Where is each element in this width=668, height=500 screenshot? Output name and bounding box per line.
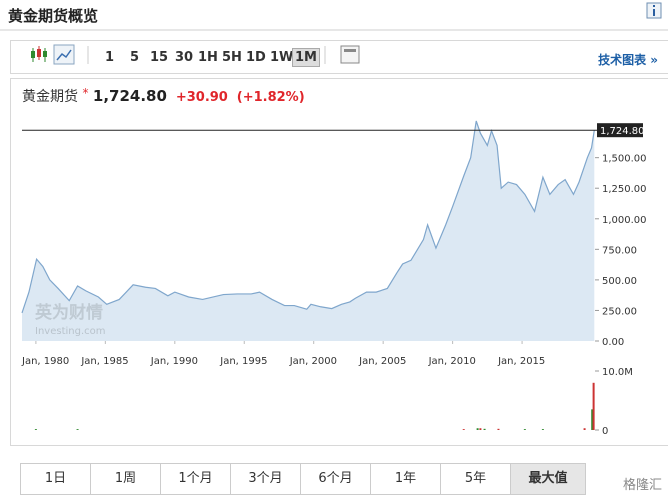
x-tick-label: Jan, 2000: [289, 356, 337, 367]
y-tick-label: 500.00: [602, 276, 637, 287]
y-tick-label: 750.00: [602, 245, 637, 256]
info-icon[interactable]: [646, 2, 662, 19]
volume-bar: [462, 429, 465, 430]
volume-tick-label: 0: [602, 426, 608, 437]
interval[interactable]: 1M: [292, 48, 320, 67]
x-tick-label: Jan, 1995: [219, 356, 267, 367]
x-tick-label: Jan, 2015: [497, 356, 545, 367]
range-button[interactable]: 1年: [371, 464, 441, 494]
interval[interactable]: 1: [105, 50, 115, 65]
range-button[interactable]: 6个月: [301, 464, 371, 494]
instrument: 黄金期货: [22, 89, 78, 105]
x-tick-label: Jan, 2005: [358, 356, 406, 367]
interval[interactable]: 15: [150, 50, 169, 65]
volume-bar: [541, 429, 544, 430]
y-tick-label: 0.00: [602, 337, 624, 348]
interval[interactable]: 1D: [246, 50, 266, 65]
volume-bar: [592, 382, 595, 430]
toolbar: 1 5 15 30 1H 5H 1D 1W 1M 技术图表 »: [10, 40, 668, 74]
page-title: 黄金期货概览: [8, 7, 99, 25]
volume-bar: [34, 429, 37, 430]
x-tick-label: Jan, 2010: [428, 356, 476, 367]
y-tick-label: 250.00: [602, 306, 637, 317]
volume-bar: [76, 429, 79, 430]
range-button[interactable]: 5年: [441, 464, 511, 494]
delay-mark: *: [82, 86, 89, 100]
y-tick-label: 1,250.00: [602, 184, 647, 195]
source-watermark: 格隆汇: [622, 478, 662, 493]
interval[interactable]: 1W: [270, 50, 294, 65]
change: +30.90: [175, 90, 228, 105]
tech-chart-link[interactable]: 技术图表 »: [598, 53, 658, 67]
volume-bar: [523, 429, 526, 430]
range-button[interactable]: 1日: [21, 464, 91, 494]
change-percent: (+1.82%): [236, 90, 305, 105]
quote: 黄金期货 * 1,724.80 +30.90 (+1.82%): [22, 86, 305, 106]
volume-bar: [483, 428, 486, 430]
y-tick-label: 1,500.00: [602, 154, 647, 165]
y-tick-label: 1,000.00: [602, 215, 647, 226]
volume-bar: [583, 428, 586, 430]
volume-bar: [497, 428, 500, 430]
volume-tick-label: 10.0M: [602, 367, 633, 378]
layout-icon[interactable]: [340, 45, 360, 64]
interval[interactable]: 30: [175, 50, 194, 65]
range-buttons: 1日 1周 1个月 3个月 6个月 1年 5年 最大值: [20, 463, 586, 495]
x-tick-label: Jan, 1990: [150, 356, 198, 367]
interval[interactable]: 5: [130, 50, 140, 65]
interval[interactable]: 5H: [222, 50, 242, 65]
range-button[interactable]: 3个月: [231, 464, 301, 494]
watermark: 英为财情: [35, 302, 103, 323]
range-button[interactable]: 1周: [91, 464, 161, 494]
range-button[interactable]: 1个月: [161, 464, 231, 494]
interval[interactable]: 1H: [198, 50, 218, 65]
candle-icon[interactable]: [31, 46, 47, 62]
x-tick-label: Jan, 1985: [80, 356, 128, 367]
line: [21, 120, 595, 314]
volume-bar: [476, 428, 479, 430]
current-price-box: [597, 123, 643, 138]
range-button[interactable]: 最大值: [511, 464, 585, 494]
x-tick-label: Jan, 1980: [21, 356, 69, 367]
area: [22, 121, 595, 341]
price: 1,724.80: [92, 87, 167, 105]
volume-bar: [591, 409, 594, 430]
watermark: Investing.com: [35, 326, 106, 337]
current-price-label: 1,724.80: [600, 126, 645, 137]
area-icon[interactable]: [53, 44, 75, 65]
chart-frame: [10, 78, 668, 446]
volume-bar: [479, 428, 482, 430]
